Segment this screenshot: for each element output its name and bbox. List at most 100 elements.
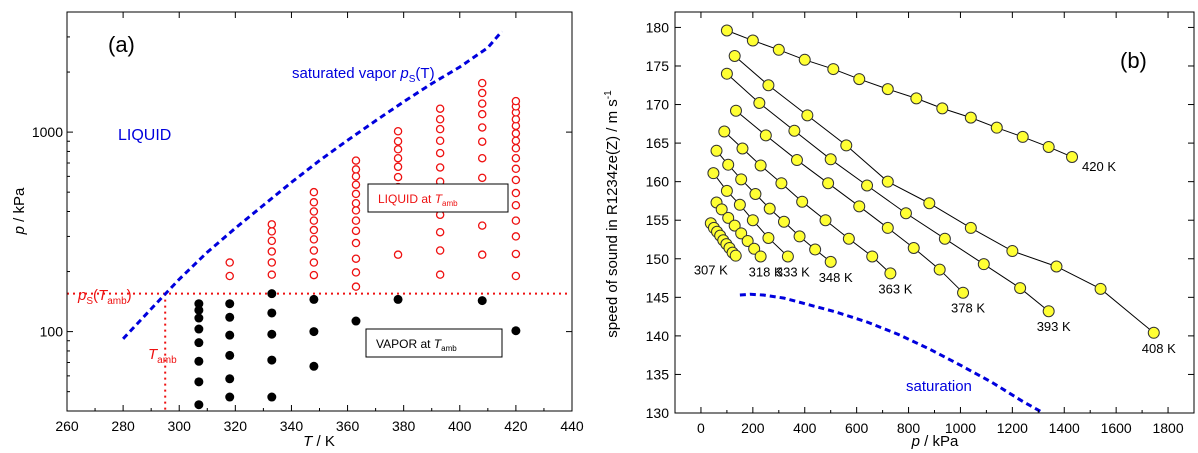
a-vapor-point [267, 355, 277, 365]
saturation-label-prefix: saturated vapor [292, 65, 400, 82]
panel-b-speed-of-sound: 0 200 400 600 800 1000 1200 1400 1600 1800 130 135 1… [603, 11, 1195, 450]
b-x-tick-label: 1000 [945, 420, 976, 436]
b-series-point [728, 49, 741, 62]
b-series-point [861, 179, 874, 192]
b-series-point [809, 243, 822, 256]
a-liquid-point [309, 258, 319, 267]
a-liquid-point [267, 227, 277, 236]
a-vapor-point [309, 327, 319, 337]
a-vapor-point [194, 313, 204, 323]
a-vapor-point [351, 316, 361, 326]
b-series-label: 348 K [819, 270, 853, 285]
b-y-tick-label: 140 [646, 328, 670, 344]
b-y-tick-label: 145 [646, 289, 670, 305]
b-series-line [734, 55, 1155, 334]
a-x-tick-label: 440 [560, 418, 584, 434]
panel-b-axes: 0 200 400 600 800 1000 1200 1400 1600 1800 130 135 1… [646, 12, 1194, 436]
b-series-point [718, 125, 731, 138]
b-series-point [884, 267, 897, 280]
b-series-point [798, 53, 811, 66]
ps-tamb-label: pS(Tamb) [77, 287, 132, 307]
b-series-point [907, 241, 920, 254]
a-liquid-point [351, 238, 361, 248]
b-series-point [781, 250, 794, 263]
b-series-point [938, 232, 951, 245]
b-series-point [923, 197, 936, 210]
b-series-point [753, 96, 766, 109]
b-series-point [722, 211, 735, 224]
a-liquid-point [267, 220, 277, 229]
b-series-point [710, 144, 723, 157]
liquid-box-var: T [435, 192, 444, 206]
a-y-tick-label: 100 [40, 324, 64, 340]
b-series-point [735, 227, 748, 240]
a-liquid-point [477, 221, 487, 230]
b-series-point [763, 202, 776, 215]
a-xlabel-var: T [303, 433, 314, 450]
panel-b-label: (b) [1120, 48, 1147, 73]
a-x-tick-label: 360 [336, 418, 360, 434]
a-vapor-point [267, 392, 277, 402]
b-series-point [1042, 140, 1055, 153]
a-liquid-point [393, 172, 403, 182]
a-liquid-point [267, 236, 277, 246]
a-liquid-point [477, 99, 487, 108]
b-series-label: 378 K [951, 301, 985, 316]
b-x-tick-label: 400 [793, 420, 817, 436]
a-vapor-point [194, 324, 204, 334]
a-liquid-point [351, 198, 361, 208]
b-series-point [746, 214, 759, 227]
b-series-point [729, 104, 742, 117]
a-vapor-point [511, 326, 521, 336]
b-series-point [1006, 245, 1019, 258]
b-x-tick-label: 600 [845, 420, 869, 436]
b-series-point [1094, 282, 1107, 295]
a-liquid-point [511, 271, 521, 281]
b-series-point [1016, 130, 1029, 143]
b-series-point [720, 184, 733, 197]
b-y-tick-label: 150 [646, 251, 670, 267]
panel-a-plot-area [67, 30, 567, 411]
ps-label-sub: S [86, 296, 93, 307]
b-series-point [990, 121, 1003, 134]
panel-a-liquid-region-label: LIQUID [118, 127, 171, 144]
a-vapor-point [194, 377, 204, 387]
b-series-point [824, 255, 837, 268]
a-liquid-point [225, 271, 234, 281]
a-x-tick-label: 420 [504, 418, 528, 434]
b-series-point [729, 249, 742, 262]
a-vapor-point [267, 308, 277, 318]
a-liquid-point [351, 206, 361, 215]
b-x-tick-label: 1400 [1049, 420, 1080, 436]
b-series-point [964, 221, 977, 234]
a-liquid-point [351, 254, 361, 263]
b-series-point [881, 83, 894, 96]
a-liquid-point [511, 136, 521, 146]
a-x-tick-label: 320 [224, 418, 248, 434]
a-vapor-point [225, 330, 235, 340]
a-liquid-point [511, 216, 521, 225]
b-series-point [788, 124, 801, 137]
b-series-point [801, 109, 814, 122]
b-series-point [853, 200, 866, 213]
a-x-tick-label: 400 [448, 418, 472, 434]
panel-b-saturation-label: saturation [906, 378, 972, 395]
a-liquid-point [435, 270, 445, 279]
a-liquid-point [351, 189, 361, 199]
b-x-tick-label: 200 [741, 420, 765, 436]
a-liquid-point [511, 249, 521, 259]
a-liquid-point [351, 156, 361, 165]
liquid-at-tamb-box: LIQUID at Tamb [367, 183, 509, 213]
b-x-tick-label: 0 [697, 420, 705, 436]
a-liquid-point [309, 198, 319, 207]
b-series-point [762, 79, 775, 92]
a-liquid-point [435, 148, 445, 158]
a-liquid-point [351, 268, 361, 277]
a-liquid-point [511, 144, 521, 153]
a-liquid-point [351, 216, 361, 225]
a-liquid-point [511, 175, 521, 185]
a-vapor-point [309, 294, 319, 304]
a-liquid-point [309, 207, 319, 216]
ps-label-open: ( [93, 287, 98, 304]
